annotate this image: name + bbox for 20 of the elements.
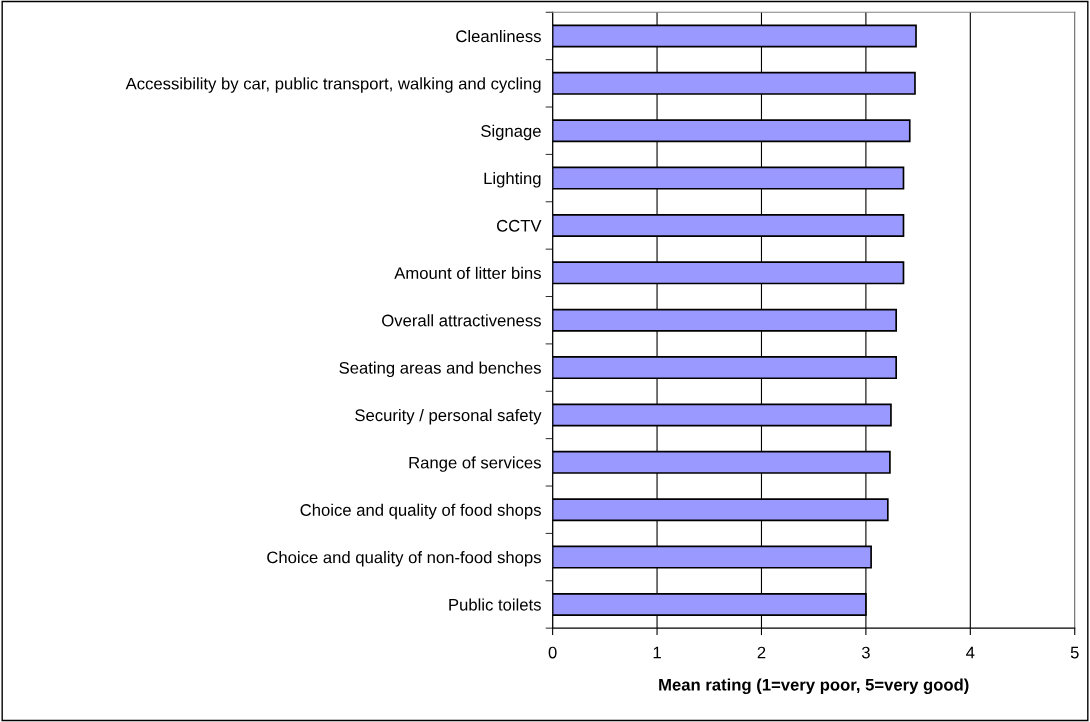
y-tick-label: Seating areas and benches [339, 361, 541, 378]
y-tick-label: Choice and quality of non-food shops [267, 551, 541, 567]
x-axis-title: Mean rating (1=very poor, 5=very good) [659, 678, 969, 695]
x-tick-label: 5 [1070, 646, 1079, 659]
y-tick-label: Amount of litter bins [394, 266, 541, 280]
y-tick-label: Overall attractiveness [382, 314, 541, 327]
y-tick-label: Signage [481, 124, 541, 141]
x-tick-label: 3 [861, 646, 870, 659]
y-tick-label: Cleanliness [456, 29, 541, 43]
y-tick-label: Lighting [484, 172, 541, 188]
y-tick-label: CCTV [497, 219, 542, 232]
y-tick-label: Public toilets [449, 598, 541, 611]
y-tick-label: Range of services [409, 456, 541, 472]
x-tick-label: 4 [966, 646, 975, 659]
y-tick-label: Security / personal safety [355, 408, 542, 425]
y-tick-label: Choice and quality of food shops [300, 503, 541, 520]
x-tick-label: 0 [548, 646, 557, 659]
x-tick-label: 1 [653, 646, 661, 659]
x-tick-label: 2 [757, 646, 766, 659]
y-tick-label: Accessibility by car, public transport, walking and cycling [125, 77, 541, 93]
